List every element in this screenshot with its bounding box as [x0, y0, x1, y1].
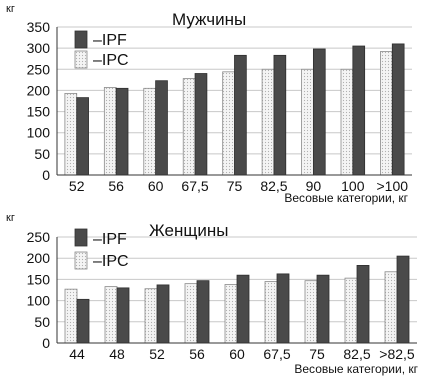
women-y-tick-label: 200: [27, 250, 51, 266]
women-bar-ipc: [344, 277, 358, 344]
women-y-tick-label: 0: [42, 335, 50, 351]
men-legend-ipf-label: –IPF: [93, 32, 127, 49]
men-y-tick-label: 250: [27, 61, 51, 77]
men-x-tick-label: 100: [341, 178, 365, 194]
women-bar-ipf: [236, 274, 250, 344]
women-bar-ipf: [116, 287, 130, 344]
women-bar-ipf: [196, 280, 210, 344]
men-axes: [56, 27, 412, 176]
women-x-tick-label: 60: [229, 346, 245, 362]
women-legend: –IPF –IPC: [74, 228, 129, 270]
women-legend-ipc-label: –IPC: [93, 253, 129, 270]
women-bar-ipc: [264, 281, 278, 344]
men-x-tick-label: >100: [377, 178, 409, 194]
women-bar-ipc: [184, 283, 198, 344]
men-x-tick-label: 52: [69, 178, 85, 194]
men-y-tick-label: 300: [27, 40, 51, 56]
women-legend-ipf-swatch: [74, 228, 88, 247]
men-x-tick-label: 60: [148, 178, 164, 194]
women-x-tick-label: 48: [109, 346, 125, 362]
women-x-tick-label: 67,5: [263, 346, 290, 362]
women-bar-ipc: [144, 288, 158, 344]
men-bar-ipc: [340, 68, 354, 176]
men-x-tick-label: 82,5: [260, 178, 287, 194]
women-x-tick-label: 75: [309, 346, 325, 362]
women-bar-ipf: [156, 284, 170, 344]
men-x-tick-label: 90: [306, 178, 322, 194]
men-x-axis-title: Весовые категории, кг: [284, 191, 408, 205]
women-y-tick-label: 150: [27, 271, 51, 287]
women-bar-ipc: [64, 288, 78, 344]
men-bar-ipc: [261, 68, 275, 176]
men-y-tick-label: 150: [27, 104, 51, 120]
men-chart-title: Мужчины: [172, 10, 246, 29]
women-bar-ipf: [276, 273, 290, 344]
men-bar-ipf: [234, 54, 247, 176]
men-legend-ipf-swatch: [74, 30, 88, 49]
women-bar-ipc: [304, 280, 318, 344]
women-chart-title: Женщины: [149, 221, 228, 240]
men-x-tick-label: 67,5: [181, 178, 208, 194]
women-x-tick-label: 82,5: [343, 346, 370, 362]
men-bar-ipf: [391, 43, 405, 176]
men-bar-ipc: [64, 92, 78, 176]
women-y-tick-label: 100: [27, 293, 51, 309]
women-unit-label: кг: [6, 212, 15, 224]
women-bar-ipf: [316, 274, 330, 344]
men-unit-label: кг: [6, 3, 15, 15]
women-legend-ipc-swatch: [74, 251, 88, 270]
women-x-tick-labels: 44 48 52 56 60 67,5 75 82,5 >82,5: [69, 346, 415, 362]
men-y-tick-label: 100: [27, 125, 51, 141]
men-x-tick-label: 75: [227, 178, 243, 194]
women-bar-ipc: [384, 271, 398, 344]
men-y-tick-label: 200: [27, 82, 51, 98]
men-legend-ipc-label: –IPC: [93, 52, 129, 69]
women-y-tick-label: 50: [34, 314, 50, 330]
men-legend-ipc-swatch: [74, 50, 88, 69]
men-bar-ipc: [380, 51, 393, 176]
women-x-tick-label: >82,5: [379, 346, 415, 362]
women-chart: 0 50 100 150 200 250 44 48 52 56 60 67,5 75 82,5 >82,…: [6, 212, 419, 376]
women-x-axis-title: Весовые категории, кг: [294, 362, 418, 376]
men-legend: –IPF –IPC: [74, 30, 129, 69]
men-bar-ipf: [352, 45, 366, 176]
women-bar-ipc: [224, 284, 238, 344]
men-bar-ipf: [155, 80, 168, 176]
men-bar-ipc: [182, 78, 196, 176]
men-bar-ipf: [312, 48, 326, 176]
women-bar-ipf: [356, 265, 370, 344]
men-y-tick-labels: 0 50 100 150 200 250 300 350: [27, 19, 51, 183]
men-bar-ipc: [143, 87, 157, 176]
men-bar-ipc: [301, 68, 314, 176]
women-y-tick-label: 250: [27, 229, 51, 245]
women-axes: [56, 237, 417, 344]
men-bar-ipf: [115, 87, 129, 176]
men-y-tick-label: 350: [27, 19, 51, 35]
women-y-tick-labels: 0 50 100 150 200 250: [27, 229, 51, 351]
women-bar-ipf: [396, 255, 410, 344]
women-x-tick-label: 52: [149, 346, 165, 362]
women-x-tick-label: 56: [189, 346, 205, 362]
men-bar-ipf: [76, 97, 89, 176]
men-bar-ipf: [273, 54, 287, 176]
men-bar-ipc: [222, 71, 235, 176]
women-bar-ipf: [76, 298, 90, 344]
women-bar-ipc: [104, 286, 118, 344]
men-x-tick-label: 56: [108, 178, 124, 194]
men-bar-ipc: [103, 87, 117, 176]
men-bar-ipf: [194, 73, 208, 176]
women-legend-ipf-label: –IPF: [93, 231, 127, 248]
women-x-tick-label: 44: [69, 346, 85, 362]
men-x-tick-labels: 52 56 60 67,5 75 82,5 90 100 >100: [69, 178, 408, 194]
women-bars: [64, 255, 410, 344]
men-y-tick-label: 0: [42, 167, 50, 183]
men-y-tick-label: 50: [34, 146, 50, 162]
men-chart: 0 50 100 150 200 250 300 350 52 56 60 67,5 75 82,5 90…: [6, 3, 412, 205]
